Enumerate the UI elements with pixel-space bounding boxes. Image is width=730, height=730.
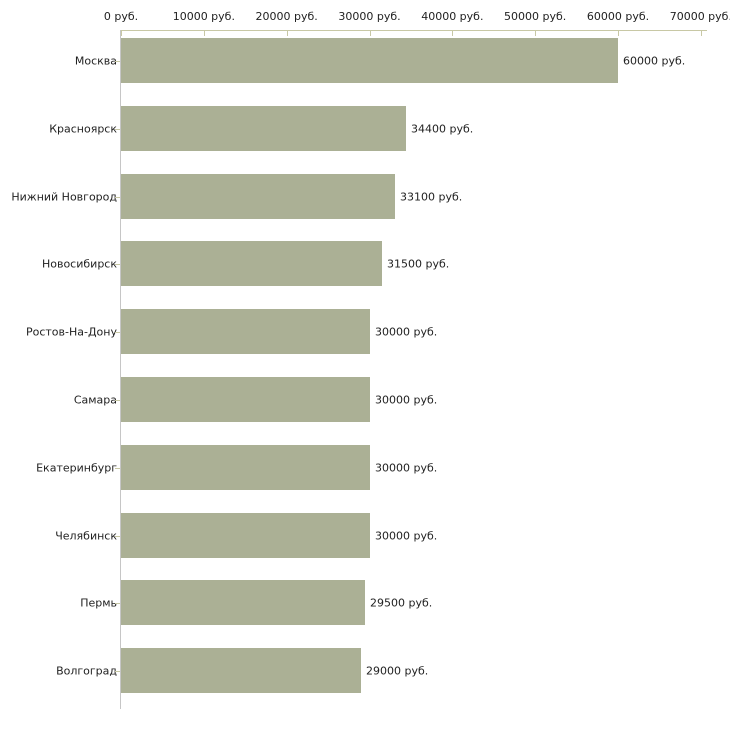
x-tick-label: 70000 руб. [669,10,730,23]
bar [121,38,618,83]
x-tick-mark [452,30,453,36]
x-tick-label: 50000 руб. [504,10,567,23]
category-tick-mark [115,670,120,672]
bar [121,241,382,286]
bar [121,580,365,625]
category-tick-mark [115,263,120,265]
y-axis-line [120,30,121,709]
x-tick-mark [535,30,536,36]
category-tick-mark [115,60,120,62]
x-tick-mark [204,30,205,36]
category-label: Новосибирск [41,257,117,270]
value-label: 33100 руб. [400,190,463,203]
category-label: Пермь [80,596,117,609]
category-tick-mark [115,196,120,198]
category-tick-mark [115,128,120,130]
category-tick-mark [115,602,120,604]
bar [121,174,395,219]
bar [121,513,370,558]
x-tick-mark [618,30,619,36]
category-label: Москва [74,54,117,67]
value-label: 29500 руб. [370,596,433,609]
x-tick-mark [701,30,702,36]
chart-row: Москва 60000 руб. [0,38,730,83]
category-tick-mark [115,399,120,401]
bar [121,309,370,354]
category-tick-mark [115,535,120,537]
value-label: 34400 руб. [411,122,474,135]
chart-row: Пермь 29500 руб. [0,580,730,625]
bar [121,445,370,490]
chart-row: Нижний Новгород 33100 руб. [0,174,730,219]
bar [121,648,361,693]
value-label: 31500 руб. [387,257,450,270]
category-label: Ростов-На-Дону [25,325,117,338]
chart-row: Челябинск 30000 руб. [0,513,730,558]
x-tick-label: 60000 руб. [586,10,650,23]
x-axis-line [120,30,707,31]
bar [121,377,370,422]
category-label: Самара [73,393,117,406]
value-label: 30000 руб. [375,393,438,406]
value-label: 30000 руб. [375,529,438,542]
value-label: 30000 руб. [375,325,438,338]
category-label: Челябинск [55,529,117,542]
chart-row: Красноярск 34400 руб. [0,106,730,151]
x-tick-label: 0 руб. [103,10,139,23]
value-label: 60000 руб. [623,54,686,67]
x-tick-mark [287,30,288,36]
chart-row: Ростов-На-Дону 30000 руб. [0,309,730,354]
chart-row: Екатеринбург 30000 руб. [0,445,730,490]
x-tick-label: 30000 руб. [338,10,401,23]
value-label: 29000 руб. [366,664,429,677]
x-tick-mark [121,30,122,36]
category-label: Волгоград [56,664,117,677]
category-label: Красноярск [49,122,117,135]
category-tick-mark [115,467,120,469]
x-tick-label: 20000 руб. [255,10,318,23]
bar [121,106,406,151]
chart-row: Самара 30000 руб. [0,377,730,422]
x-tick-mark [370,30,371,36]
x-tick-label: 10000 руб. [172,10,235,23]
category-label: Екатеринбург [36,461,117,474]
category-tick-mark [115,331,120,333]
chart-row: Волгоград 29000 руб. [0,648,730,693]
category-label: Нижний Новгород [11,190,117,203]
value-label: 30000 руб. [375,461,438,474]
chart-row: Новосибирск 31500 руб. [0,241,730,286]
x-tick-label: 40000 руб. [421,10,484,23]
